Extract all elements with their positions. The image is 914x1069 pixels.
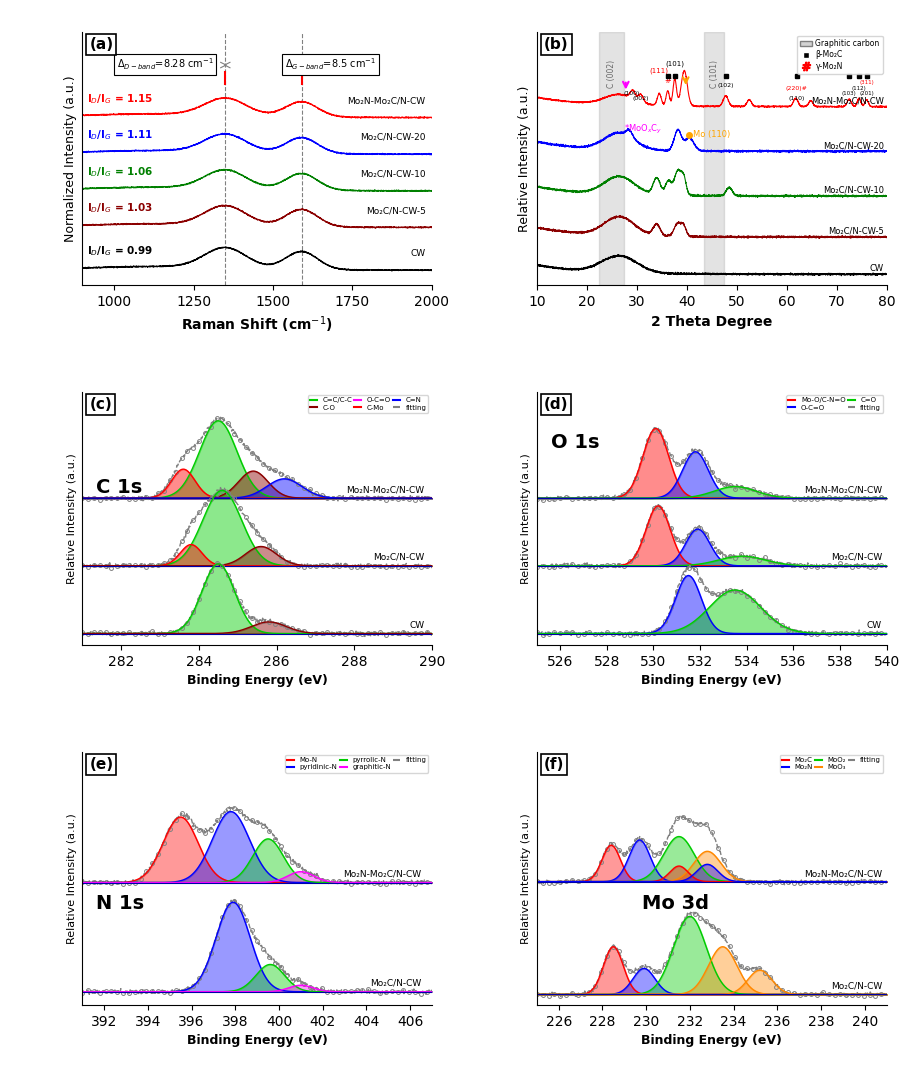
- Text: (201): (201): [859, 92, 874, 96]
- Bar: [704, 32, 724, 285]
- Text: (c): (c): [90, 397, 112, 412]
- Text: (101): (101): [665, 61, 685, 67]
- Text: Mo₂C/N-CW-20: Mo₂C/N-CW-20: [824, 141, 884, 151]
- Text: (111): (111): [650, 67, 669, 74]
- Text: Mo₂C/N-CW: Mo₂C/N-CW: [373, 553, 424, 562]
- Text: (311): (311): [859, 80, 874, 86]
- Text: Mo₂N-Mo₂C/N-CW: Mo₂N-Mo₂C/N-CW: [804, 869, 882, 879]
- Text: (110): (110): [789, 96, 805, 100]
- Text: I$_D$/I$_G$ = 1.15: I$_D$/I$_G$ = 1.15: [87, 92, 154, 106]
- Text: I$_D$/I$_G$ = 1.11: I$_D$/I$_G$ = 1.11: [87, 128, 154, 142]
- Text: $\Delta_{G-band}$=8.5 cm$^{-1}$: $\Delta_{G-band}$=8.5 cm$^{-1}$: [285, 57, 376, 72]
- Y-axis label: Normalized Intensity (a.u.): Normalized Intensity (a.u.): [64, 76, 77, 242]
- Legend: C=C/C-C, C-O, O-C=O, C-Mo, C=N, fitting: C=C/C-C, C-O, O-C=O, C-Mo, C=N, fitting: [308, 396, 429, 413]
- Text: #: #: [664, 77, 671, 86]
- Text: CW: CW: [409, 621, 424, 630]
- X-axis label: Binding Energy (eV): Binding Energy (eV): [642, 1034, 782, 1048]
- Y-axis label: Relative Intensity (a.u.): Relative Intensity (a.u.): [67, 453, 77, 584]
- Text: Mo₂C/N-CW: Mo₂C/N-CW: [831, 553, 882, 562]
- X-axis label: 2 Theta Degree: 2 Theta Degree: [651, 314, 772, 328]
- Text: Mo₂C/N-CW-10: Mo₂C/N-CW-10: [360, 170, 426, 179]
- X-axis label: Binding Energy (eV): Binding Energy (eV): [186, 675, 327, 687]
- Text: Mo₂N-Mo₂C/N-CW: Mo₂N-Mo₂C/N-CW: [803, 485, 882, 494]
- Legend: Graphitic carbon, β-Mo₂C, γ-Mo₂N: Graphitic carbon, β-Mo₂C, γ-Mo₂N: [797, 36, 883, 74]
- Text: $\Delta_{D-band}$=8.28 cm$^{-1}$: $\Delta_{D-band}$=8.28 cm$^{-1}$: [117, 57, 213, 72]
- Text: I$_D$/I$_G$ = 1.03: I$_D$/I$_G$ = 1.03: [87, 202, 154, 215]
- Text: (d): (d): [544, 397, 569, 412]
- Text: (f): (f): [544, 757, 564, 772]
- Text: (102): (102): [717, 83, 734, 89]
- Text: O 1s: O 1s: [551, 433, 600, 451]
- Text: (103): (103): [842, 92, 856, 96]
- Text: (e): (e): [90, 757, 113, 772]
- Bar: [600, 32, 624, 285]
- Text: CW: CW: [870, 264, 884, 274]
- Text: Mo₂N-Mo₂C/N-CW: Mo₂N-Mo₂C/N-CW: [343, 869, 421, 879]
- Text: I$_D$/I$_G$ = 1.06: I$_D$/I$_G$ = 1.06: [87, 165, 154, 179]
- Text: Mo₂C/N-CW-10: Mo₂C/N-CW-10: [824, 186, 884, 195]
- Text: Mo₂C/N-CW-20: Mo₂C/N-CW-20: [360, 133, 426, 142]
- Text: CW: CW: [410, 249, 426, 258]
- Text: Mo₂C/N-CW-5: Mo₂C/N-CW-5: [366, 206, 426, 215]
- Text: (a): (a): [90, 37, 113, 52]
- Y-axis label: Relative Intensity (a.u.): Relative Intensity (a.u.): [521, 812, 531, 944]
- Legend: Mo-O/C-N=O, O-C=O, C=O, fitting: Mo-O/C-N=O, O-C=O, C=O, fitting: [786, 396, 883, 413]
- Text: N 1s: N 1s: [96, 894, 144, 913]
- Text: *MoO$_x$C$_y$: *MoO$_x$C$_y$: [624, 123, 663, 137]
- Text: C 1s: C 1s: [96, 478, 143, 497]
- Text: C (101): C (101): [710, 60, 718, 88]
- Text: Mo₂C/N-CW: Mo₂C/N-CW: [370, 978, 421, 988]
- Text: Mo₂C/N-CW: Mo₂C/N-CW: [831, 982, 882, 991]
- Text: (002): (002): [632, 96, 649, 100]
- Text: (220)#: (220)#: [786, 86, 808, 91]
- Text: I$_D$/I$_G$ = 0.99: I$_D$/I$_G$ = 0.99: [87, 245, 154, 258]
- Legend: Mo₂C, Mo₂N, MoO₂, MoO₃, fitting: Mo₂C, Mo₂N, MoO₂, MoO₃, fitting: [780, 755, 883, 773]
- Y-axis label: Relative Intensity (a.u.): Relative Intensity (a.u.): [518, 86, 531, 232]
- Text: Mo 3d: Mo 3d: [642, 894, 708, 913]
- Text: Mo₂N-Mo₂C/N-CW: Mo₂N-Mo₂C/N-CW: [347, 96, 426, 105]
- Text: Mo₂N-Mo₂C/N-CW: Mo₂N-Mo₂C/N-CW: [346, 485, 424, 494]
- Text: C (002): C (002): [607, 60, 616, 88]
- Text: Mo (110): Mo (110): [693, 130, 730, 139]
- Text: Mo₂N-Mo₂C/N-CW: Mo₂N-Mo₂C/N-CW: [812, 96, 884, 106]
- X-axis label: Binding Energy (eV): Binding Energy (eV): [642, 675, 782, 687]
- X-axis label: Raman Shift (cm$^{-1}$): Raman Shift (cm$^{-1}$): [181, 314, 333, 336]
- Legend: Mo-N, pyridinic-N, pyrrolic-N, graphitic-N, fitting: Mo-N, pyridinic-N, pyrrolic-N, graphitic…: [285, 755, 429, 773]
- X-axis label: Binding Energy (eV): Binding Energy (eV): [186, 1034, 327, 1048]
- Text: (100): (100): [623, 92, 640, 96]
- Text: Mo₂C/N-CW-5: Mo₂C/N-CW-5: [828, 227, 884, 236]
- Y-axis label: Relative Intensity (a.u.): Relative Intensity (a.u.): [521, 453, 531, 584]
- Text: (112): (112): [852, 86, 866, 91]
- Text: CW: CW: [866, 621, 882, 630]
- Y-axis label: Relative Intensity (a.u.): Relative Intensity (a.u.): [67, 812, 77, 944]
- Text: (b): (b): [544, 37, 569, 52]
